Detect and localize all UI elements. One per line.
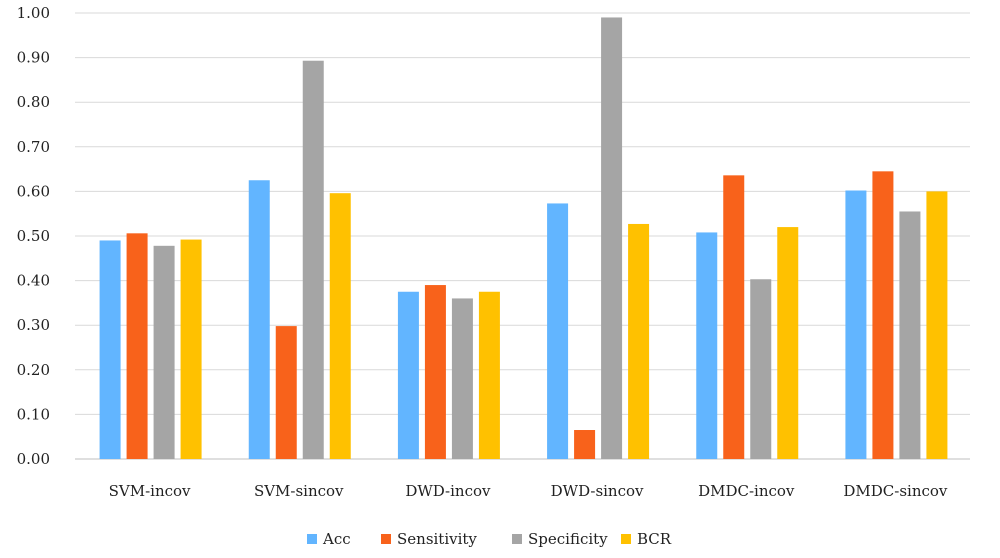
bar-specificity-svm-incov xyxy=(153,245,175,459)
bar-bcr-dwd-incov xyxy=(478,291,500,459)
bar-specificity-dwd-sincov xyxy=(601,17,623,460)
legend-label-sensitivity: Sensitivity xyxy=(397,530,477,548)
y-tick-label: 0.20 xyxy=(17,361,50,379)
legend-swatch-specificity xyxy=(512,534,522,544)
legend-swatch-sensitivity xyxy=(381,534,391,544)
x-tick-label: DMDC-sincov xyxy=(843,482,948,500)
bar-bcr-dmdc-incov xyxy=(777,227,799,459)
grid-lines xyxy=(75,12,970,460)
legend-label-specificity: Specificity xyxy=(528,530,608,548)
bar-acc-dmdc-sincov xyxy=(845,190,867,459)
y-axis-tick-labels: 0.00 0.10 0.20 0.30 0.40 0.50 0.60 0.70 0.80 0.90… xyxy=(17,4,50,468)
x-tick-label: DWD-sincov xyxy=(551,482,644,500)
bar-bcr-svm-sincov xyxy=(329,193,351,459)
bar-specificity-svm-sincov xyxy=(302,60,324,460)
x-tick-label: SVM-sincov xyxy=(254,482,344,500)
bar-acc-dmdc-incov xyxy=(696,232,718,459)
x-tick-label: DWD-incov xyxy=(405,482,491,500)
bars xyxy=(99,17,948,460)
legend: Acc Sensitivity Specificity BCR xyxy=(307,530,672,548)
x-tick-label: SVM-incov xyxy=(109,482,191,500)
bar-sensitivity-dwd-incov xyxy=(424,285,446,459)
bar-acc-svm-sincov xyxy=(248,180,270,459)
y-tick-label: 0.70 xyxy=(17,138,50,156)
y-tick-label: 0.90 xyxy=(17,49,50,67)
bar-sensitivity-dmdc-incov xyxy=(723,175,745,459)
y-tick-label: 0.30 xyxy=(17,316,50,334)
bar-sensitivity-svm-sincov xyxy=(275,326,297,459)
bar-specificity-dmdc-sincov xyxy=(899,211,921,459)
bar-acc-dwd-incov xyxy=(397,291,419,459)
bar-sensitivity-dmdc-sincov xyxy=(872,171,894,459)
y-tick-label: 0.50 xyxy=(17,227,50,245)
bar-acc-dwd-sincov xyxy=(547,203,569,459)
legend-swatch-acc xyxy=(307,534,317,544)
y-tick-label: 1.00 xyxy=(17,4,50,22)
legend-label-acc: Acc xyxy=(322,530,351,548)
x-axis-tick-labels: SVM-incov SVM-sincov DWD-incov DWD-sincov DM… xyxy=(109,482,948,500)
legend-label-bcr: BCR xyxy=(637,530,672,548)
y-tick-label: 0.10 xyxy=(17,405,50,423)
bar-bcr-svm-incov xyxy=(180,239,202,459)
bar-bcr-dwd-sincov xyxy=(628,223,650,459)
bar-acc-svm-incov xyxy=(99,240,121,459)
y-tick-label: 0.80 xyxy=(17,93,50,111)
legend-swatch-bcr xyxy=(621,534,631,544)
bar-sensitivity-svm-incov xyxy=(126,233,148,459)
x-tick-label: DMDC-incov xyxy=(698,482,795,500)
y-tick-label: 0.40 xyxy=(17,272,50,290)
y-tick-label: 0.00 xyxy=(17,450,50,468)
y-tick-label: 0.60 xyxy=(17,182,50,200)
bar-bcr-dmdc-sincov xyxy=(926,191,948,459)
bar-sensitivity-dwd-sincov xyxy=(574,430,596,459)
bar-specificity-dwd-incov xyxy=(451,298,473,459)
bar-specificity-dmdc-incov xyxy=(750,279,772,459)
